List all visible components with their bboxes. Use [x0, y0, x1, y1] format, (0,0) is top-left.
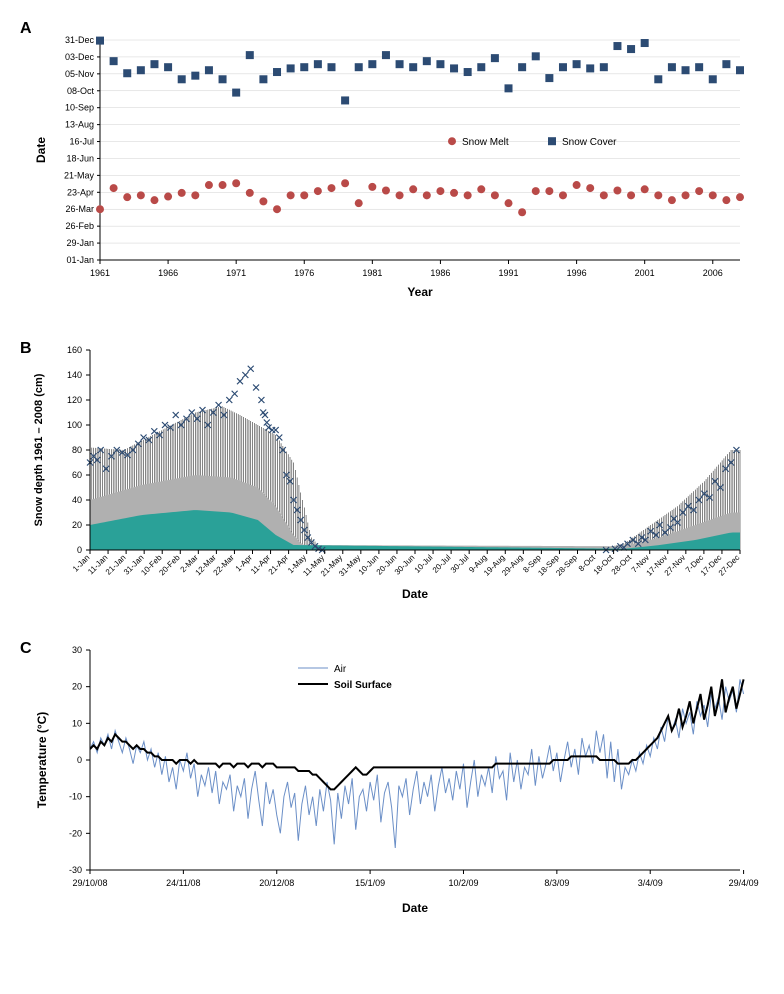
svg-text:20/12/08: 20/12/08 — [259, 878, 294, 888]
svg-text:15/1/09: 15/1/09 — [355, 878, 385, 888]
svg-text:1966: 1966 — [158, 268, 178, 278]
svg-text:20-Feb: 20-Feb — [157, 553, 182, 578]
panel-a: A 01-Jan 29-Jan 26-Feb 26-Mar 23-Apr 21-May 18… — [20, 20, 764, 300]
svg-text:2001: 2001 — [635, 268, 655, 278]
svg-text:1981: 1981 — [362, 268, 382, 278]
svg-text:28-Oct: 28-Oct — [610, 553, 634, 577]
svg-text:40: 40 — [72, 495, 82, 505]
svg-text:29-Jan: 29-Jan — [66, 238, 94, 248]
panel-b-label: B — [20, 340, 32, 358]
svg-text:31-Dec: 31-Dec — [65, 35, 95, 45]
svg-text:1986: 1986 — [430, 268, 450, 278]
svg-text:80: 80 — [72, 445, 82, 455]
svg-text:Date: Date — [402, 587, 428, 600]
svg-text:Air: Air — [334, 664, 347, 675]
svg-text:10: 10 — [72, 718, 82, 728]
chart-b: 0204060801001201401601-Jan11-Jan21-Jan31… — [20, 340, 764, 600]
svg-text:Date: Date — [34, 137, 48, 163]
svg-text:Temperature (°C): Temperature (°C) — [35, 712, 49, 809]
svg-text:-30: -30 — [69, 865, 82, 875]
svg-text:1961: 1961 — [90, 268, 110, 278]
svg-text:10-Sep: 10-Sep — [65, 103, 94, 113]
svg-text:28-Sep: 28-Sep — [554, 553, 579, 578]
svg-text:24/11/08: 24/11/08 — [166, 878, 200, 888]
svg-text:20-Jul: 20-Jul — [431, 553, 453, 575]
svg-text:-20: -20 — [69, 828, 82, 838]
svg-text:29/4/09: 29/4/09 — [729, 878, 759, 888]
svg-text:Snow Cover: Snow Cover — [562, 137, 617, 148]
svg-text:29/10/08: 29/10/08 — [72, 878, 107, 888]
svg-text:160: 160 — [67, 345, 82, 355]
svg-text:01-Jan: 01-Jan — [66, 255, 94, 265]
svg-text:10/2/09: 10/2/09 — [448, 878, 478, 888]
svg-text:60: 60 — [72, 470, 82, 480]
svg-text:0: 0 — [77, 545, 82, 555]
svg-text:30: 30 — [72, 645, 82, 655]
svg-text:2006: 2006 — [703, 268, 723, 278]
svg-text:Year: Year — [407, 285, 433, 299]
svg-text:03-Dec: 03-Dec — [65, 52, 95, 62]
svg-text:13-Aug: 13-Aug — [65, 120, 94, 130]
svg-text:18-Jun: 18-Jun — [66, 153, 94, 163]
svg-text:08-Oct: 08-Oct — [67, 86, 95, 96]
svg-text:0: 0 — [77, 755, 82, 765]
svg-text:Snow Melt: Snow Melt — [462, 137, 509, 148]
svg-text:26-Mar: 26-Mar — [65, 204, 94, 214]
panel-b: B 0204060801001201401601-Jan11-Jan21-Jan… — [20, 340, 764, 600]
svg-text:20: 20 — [72, 682, 82, 692]
svg-text:05-Nov: 05-Nov — [65, 69, 95, 79]
panel-c-label: C — [20, 640, 32, 658]
svg-text:3/4/09: 3/4/09 — [638, 878, 663, 888]
panel-c: C -30 -20 -10 0 10 20 30 29/10/08 24/11/08 20/12/… — [20, 640, 764, 920]
chart-c: -30 -20 -10 0 10 20 30 29/10/08 24/11/08 20/12/08… — [20, 640, 764, 920]
svg-text:21-May: 21-May — [64, 170, 95, 180]
svg-text:16-Jul: 16-Jul — [69, 137, 94, 147]
svg-text:1976: 1976 — [294, 268, 314, 278]
svg-text:26-Feb: 26-Feb — [65, 221, 94, 231]
svg-text:Snow depth 1961 – 2008 (cm): Snow depth 1961 – 2008 (cm) — [33, 373, 45, 526]
svg-text:Date: Date — [402, 901, 428, 915]
svg-text:140: 140 — [67, 370, 82, 380]
svg-text:22-Mar: 22-Mar — [212, 553, 237, 578]
svg-text:1991: 1991 — [498, 268, 518, 278]
svg-text:30-Jun: 30-Jun — [393, 553, 417, 577]
svg-text:21-Apr: 21-Apr — [267, 553, 291, 577]
panel-a-label: A — [20, 20, 32, 38]
svg-text:-10: -10 — [69, 792, 82, 802]
svg-text:1971: 1971 — [226, 268, 246, 278]
svg-text:100: 100 — [67, 420, 82, 430]
svg-text:120: 120 — [67, 395, 82, 405]
svg-text:30-Jul: 30-Jul — [449, 553, 471, 575]
svg-text:23-Apr: 23-Apr — [67, 187, 94, 197]
svg-text:20: 20 — [72, 520, 82, 530]
svg-text:Soil Surface: Soil Surface — [334, 680, 392, 691]
svg-text:1996: 1996 — [567, 268, 587, 278]
chart-a: 01-Jan 29-Jan 26-Feb 26-Mar 23-Apr 21-May 18-J… — [20, 20, 764, 300]
svg-text:8/3/09: 8/3/09 — [544, 878, 569, 888]
svg-text:10-Jul: 10-Jul — [413, 553, 435, 575]
